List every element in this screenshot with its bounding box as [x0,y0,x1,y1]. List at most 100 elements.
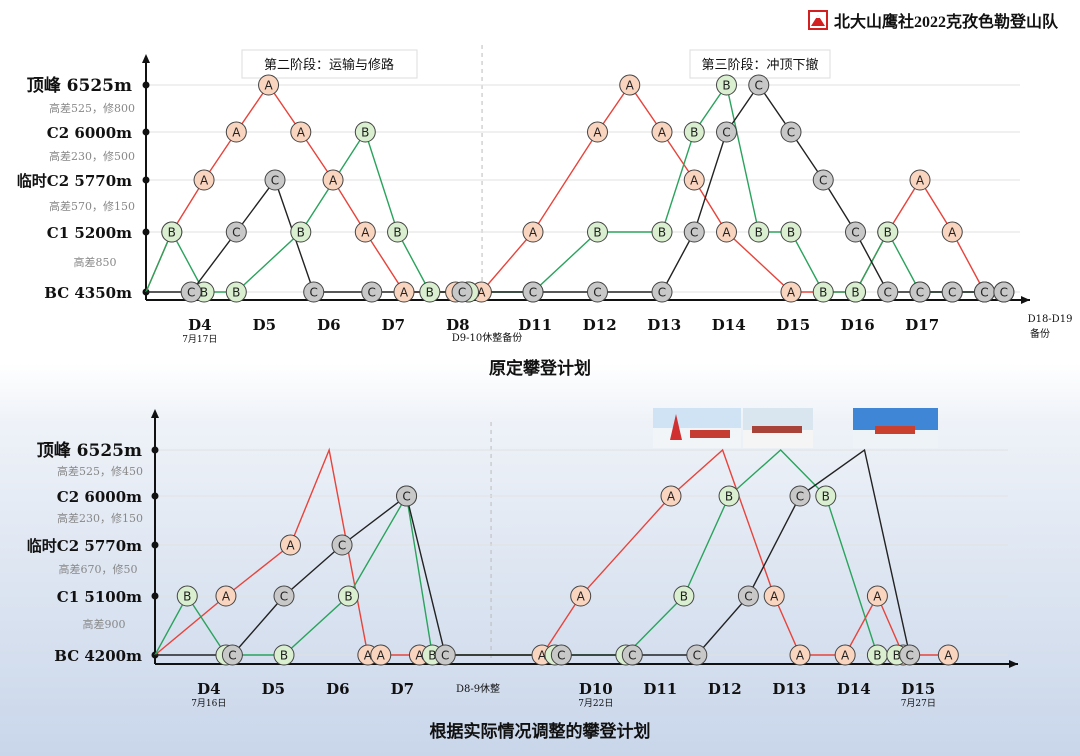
node-marker-A [660,485,682,507]
node-label-B: B [873,649,881,663]
node-marker-B [419,281,441,303]
node-label-C: C [851,226,859,240]
node-label-A: A [286,539,295,553]
y-level-label: C2 6000m [57,488,142,506]
x-tick-label: D6 [317,316,340,334]
node-label-C: C [628,649,636,663]
chart2-gap-label-0: 高差900 [83,617,126,631]
phase3-label: 第三阶段：冲顶下撤 [701,57,818,73]
node-label-B: B [361,126,369,140]
node-label-B: B [428,649,436,663]
node-label-B: B [426,286,434,300]
node-label-B: B [680,590,688,604]
y-level-label: 顶峰 6525m [37,440,142,461]
y-level-label: 临时C2 5770m [27,537,142,555]
node-marker-A [393,281,415,303]
node-label-A: A [796,649,805,663]
node-marker-C [737,585,759,607]
series-line-B [154,449,897,656]
node-marker-B [748,221,770,243]
node-label-C: C [187,286,195,300]
node-marker-A [354,221,376,243]
x-tick-label: D7 [382,316,405,334]
node-label-A: A [222,590,231,604]
node-label-B: B [200,286,208,300]
node-label-A: A [667,490,676,504]
node-label-A: A [944,649,953,663]
chart1-gap-label-0: 高差850 [74,255,117,269]
node-marker-C [522,281,544,303]
x-tick-label: D15 [776,316,810,334]
chart2-gap-label-3: 高差525，修450 [57,464,143,478]
node-label-B: B [819,286,827,300]
x-tick-label: D6 [326,680,349,698]
summit-photo-2 [743,408,813,448]
x-tick-label: D5 [253,316,276,334]
node-label-A: A [916,174,925,188]
node-marker-C [899,644,921,666]
node-marker-A [522,221,544,243]
x-tick-label: D7 [391,680,414,698]
x-tick-label: D13 [647,316,681,334]
node-label-B: B [822,490,830,504]
node-label-C: C [819,174,827,188]
node-label-A: A [529,226,538,240]
x-tick-date: 7月16日 [191,698,226,709]
node-marker-B [673,585,695,607]
node-label-B: B [690,126,698,140]
node-marker-C [303,281,325,303]
node-label-C: C [905,649,913,663]
brand-title: 北大山鹰社2022克孜色勒登山队 [833,14,1058,31]
node-label-C: C [338,539,346,553]
node-label-C: C [693,649,701,663]
chart2-gap-label-1: 高差670，修50 [59,562,138,576]
node-label-B: B [787,226,795,240]
node-marker-A [683,169,705,191]
node-label-A: A [477,286,486,300]
node-marker-B [877,221,899,243]
summit-photo-3 [853,408,938,448]
node-marker-C [180,281,202,303]
node-marker-C [683,221,705,243]
node-marker-A [322,169,344,191]
phase2-box [241,49,418,79]
node-label-C: C [796,490,804,504]
node-marker-C [877,281,899,303]
node-label-B: B [851,286,859,300]
node-label-A: A [626,79,635,93]
phase2-label: 第二阶段：运输与修路 [264,57,394,73]
node-marker-A [279,534,301,556]
node-marker-C [221,644,243,666]
node-marker-C [225,221,247,243]
node-marker-A [834,644,856,666]
x-tick-date: 7月27日 [901,698,936,709]
node-label-C: C [787,126,795,140]
node-marker-C [331,534,353,556]
node-label-C: C [280,590,288,604]
node-marker-A [570,585,592,607]
node-label-A: A [264,79,273,93]
node-marker-C [789,485,811,507]
node-label-A: A [400,286,409,300]
node-marker-A [763,585,785,607]
node-marker-C [550,644,572,666]
node-marker-C [434,644,456,666]
node-marker-A [780,281,802,303]
node-label-A: A [361,226,370,240]
node-marker-A [619,74,641,96]
chart2-rest-label: D8-9休整 [456,682,500,695]
x-axis-arrow [1009,660,1018,668]
node-marker-A [941,221,963,243]
node-label-C: C [722,126,730,140]
node-marker-A [909,169,931,191]
chart1-backup-days: D18-D19 [1028,314,1073,325]
node-marker-A [866,585,888,607]
node-marker-C [993,281,1015,303]
node-marker-C [845,221,866,243]
y-level-label: 临时C2 5770m [17,172,132,190]
node-marker-B [812,281,834,303]
x-axis-arrow [1021,296,1030,304]
node-marker-C [651,281,673,303]
y-level-label: C2 6000m [47,124,132,142]
node-marker-B [290,221,312,243]
